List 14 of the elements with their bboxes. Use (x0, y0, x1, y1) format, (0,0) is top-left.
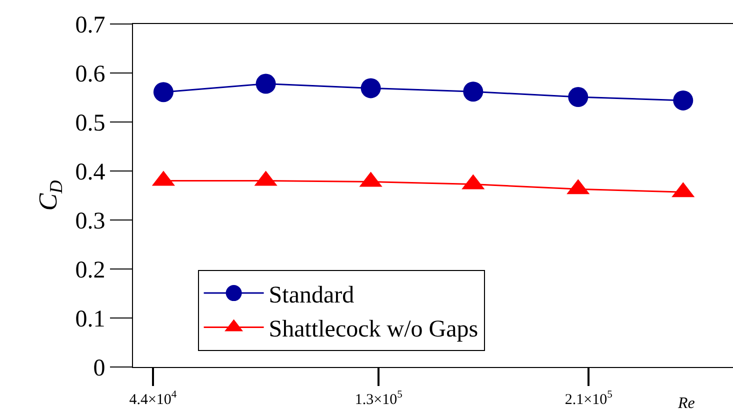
x-tick-label: 2.1×10$^{5}$ (564, 390, 612, 408)
y-tick-label: 0.1 (75, 306, 106, 332)
legend-label: Shattlecock w/o Gaps (268, 316, 478, 343)
y-tick-label: 0.4 (75, 159, 106, 186)
y-tick-label: 0.5 (75, 110, 106, 136)
y-tick-label: 0.6 (75, 61, 106, 88)
y-tick-label: 0 (93, 355, 106, 382)
x-tick-label: 4.4×10$^{4}$ (129, 390, 178, 408)
y-tick-label: 0.2 (75, 257, 106, 284)
y-tick-label: 0.3 (75, 208, 106, 234)
x-axis-title: Re (677, 395, 695, 412)
y-tick-label: 0.7 (75, 12, 106, 38)
x-tick-label: 1.3×10$^{5}$ (354, 390, 402, 408)
legend-label: Standard (268, 282, 354, 308)
